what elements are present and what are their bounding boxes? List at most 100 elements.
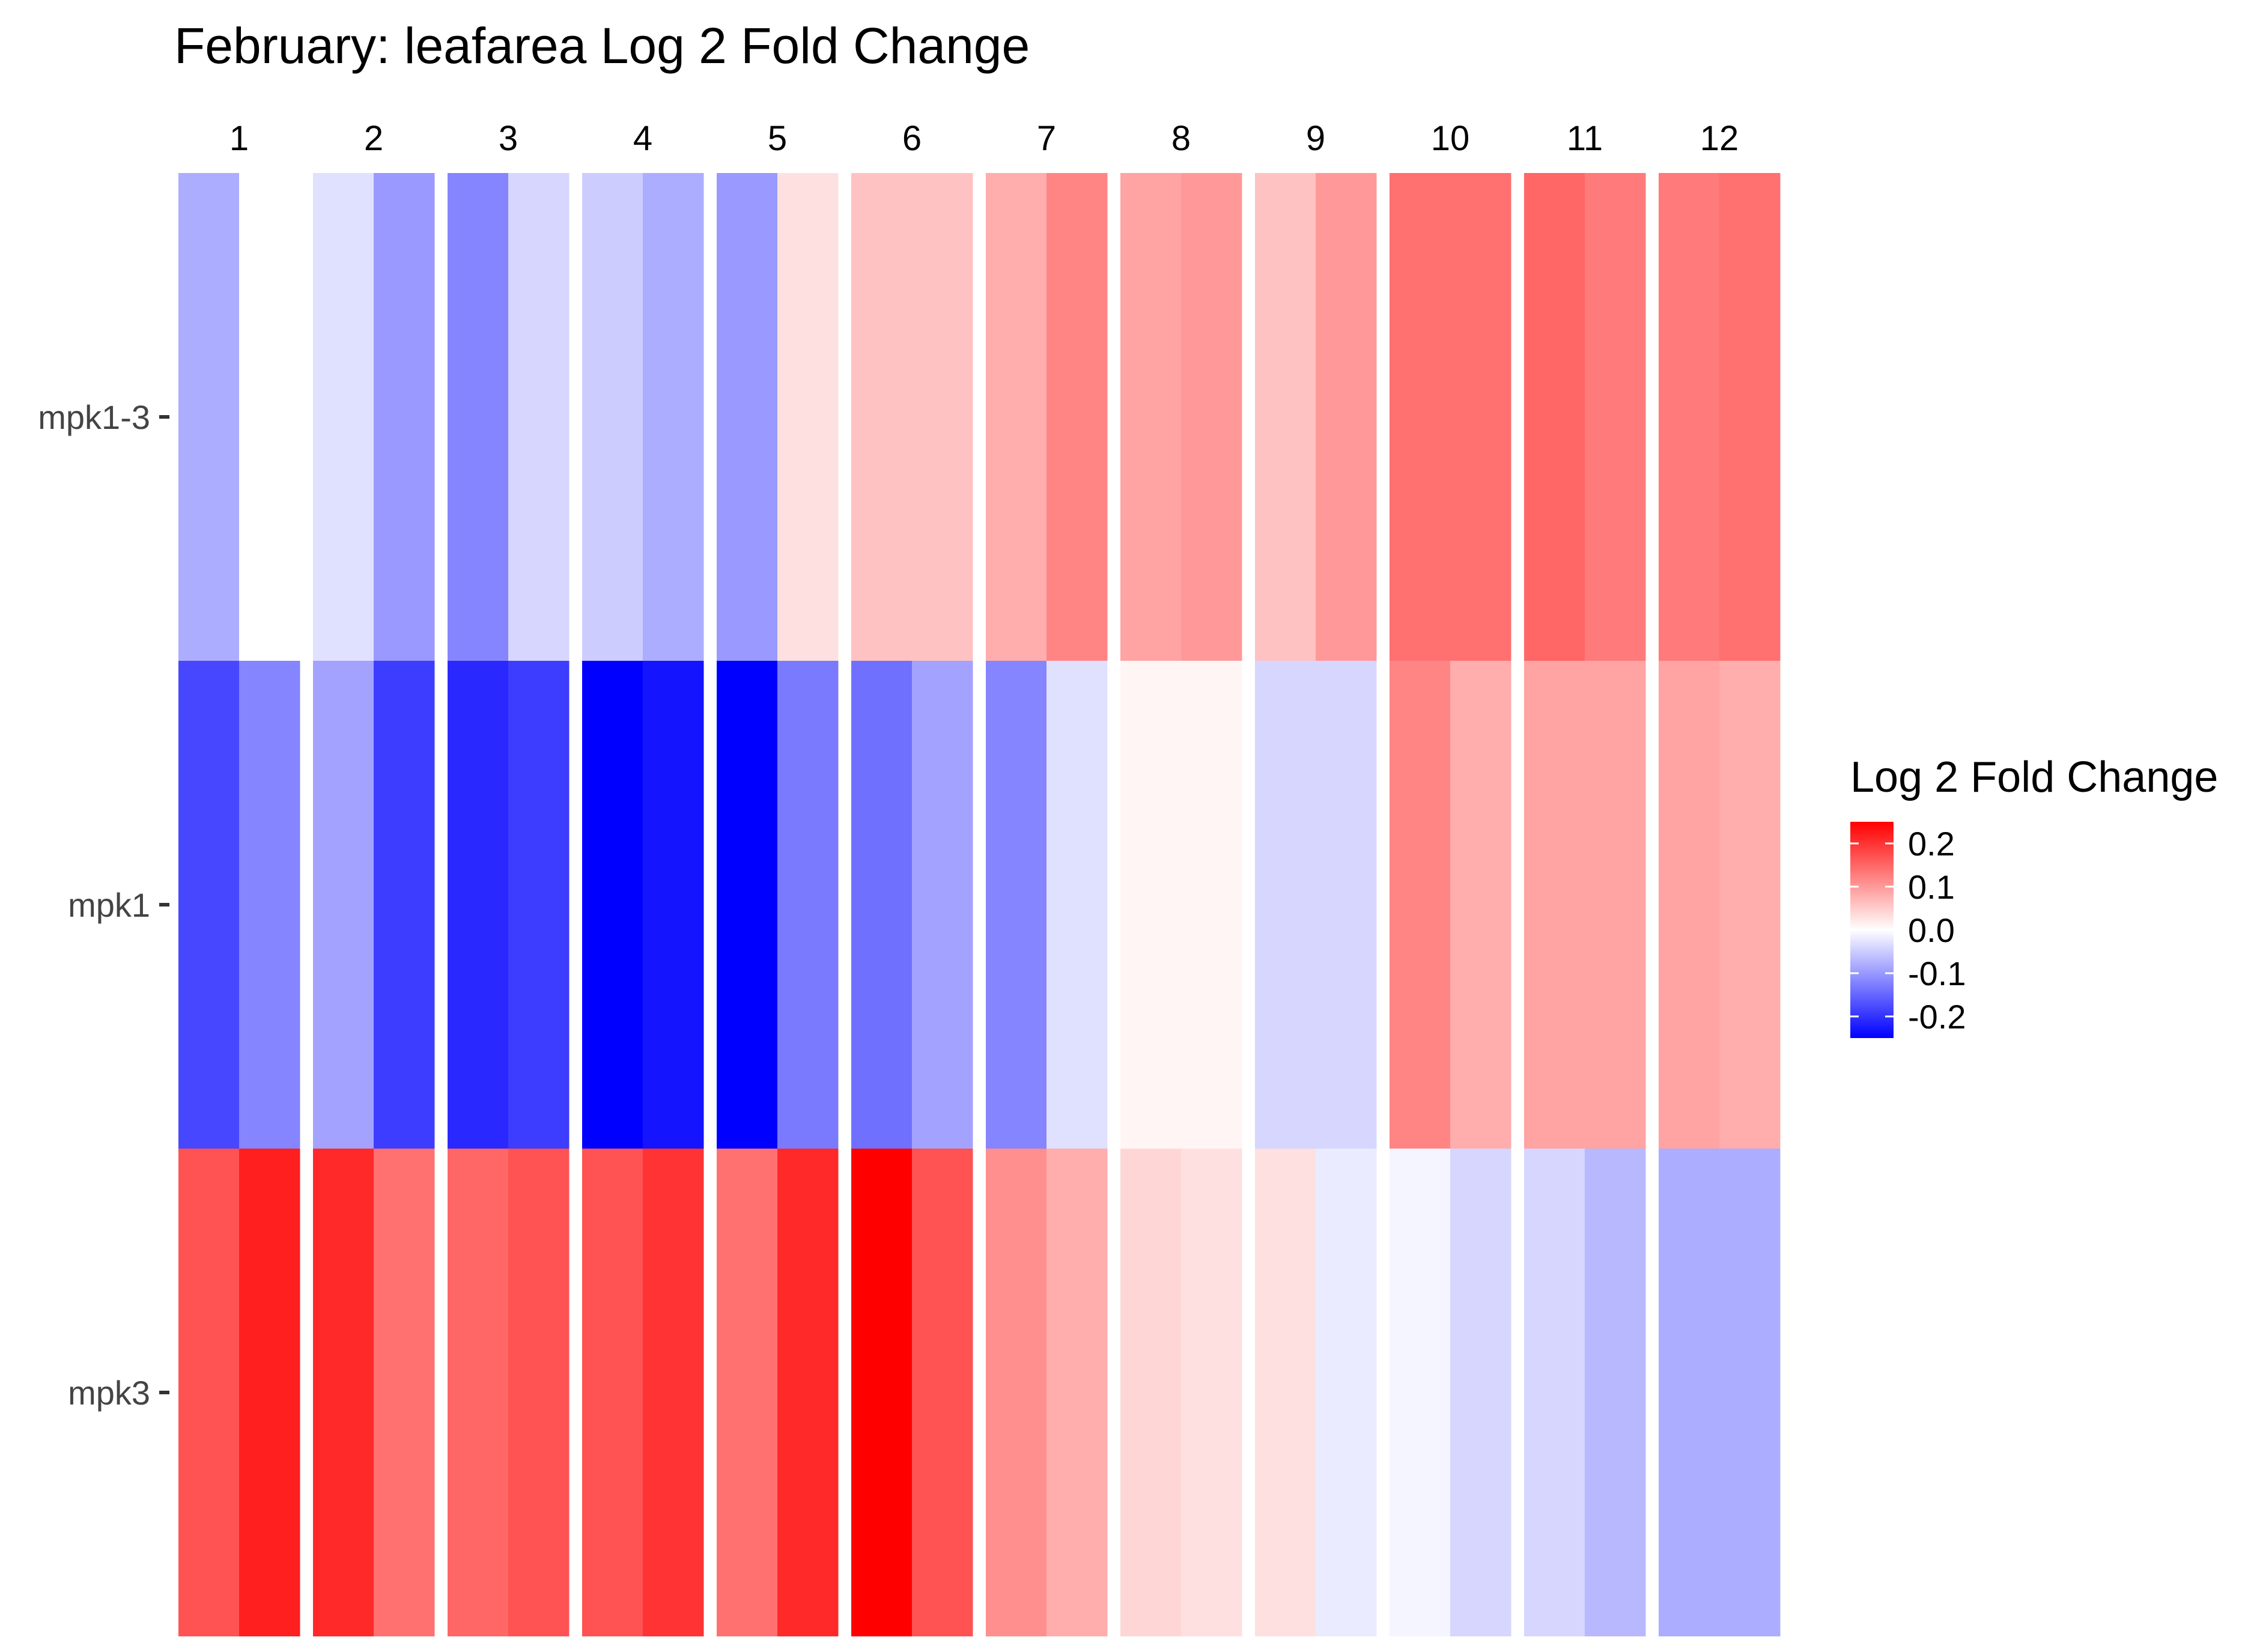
legend-tick-label: 0.0 [1908, 911, 1955, 949]
column-labels: 1 2 3 4 5 6 7 8 9 10 11 12 [229, 119, 1739, 158]
heatmap-cell [1255, 661, 1316, 1149]
heatmap-cell [508, 173, 570, 661]
heatmap-cell [448, 173, 509, 661]
heatmap-cell [1450, 173, 1511, 661]
heatmap-cell [582, 661, 643, 1149]
heatmap-cell [1120, 661, 1182, 1149]
heatmap-cell [851, 661, 913, 1149]
heatmap-cell [851, 1149, 913, 1636]
heatmap-cell [643, 661, 704, 1149]
heatmap-cell [717, 1149, 778, 1636]
heatmap-cell [1181, 173, 1242, 661]
heatmap-cell [1255, 173, 1316, 661]
heatmap-cell [717, 661, 778, 1149]
legend-tick-label: -0.1 [1908, 955, 1966, 992]
heatmap-cell [1450, 1149, 1511, 1636]
heatmap-cell [1046, 661, 1108, 1149]
heatmap-cell [178, 173, 240, 661]
legend-tick-label: 0.1 [1908, 868, 1955, 906]
column-label: 10 [1431, 119, 1470, 158]
legend-ticks: 0.2 0.1 0.0 -0.1 -0.2 [1850, 825, 1966, 1036]
column-label: 6 [902, 119, 922, 158]
heatmap-cell [717, 173, 778, 661]
heatmap-cell [1719, 173, 1781, 661]
heatmap-cell [1450, 661, 1511, 1149]
column-label: 11 [1567, 119, 1603, 158]
heatmap-cell [1046, 173, 1108, 661]
heatmap-cell [1316, 1149, 1377, 1636]
heatmap-cell [1659, 1149, 1720, 1636]
heatmap-cells [178, 173, 1781, 1636]
heatmap-cell [313, 661, 374, 1149]
heatmap-cell [508, 1149, 570, 1636]
heatmap-cell [313, 173, 374, 661]
row-label: mpk1-3 [38, 398, 150, 436]
heatmap-cell [1255, 1149, 1316, 1636]
column-label: 8 [1171, 119, 1191, 158]
column-label: 4 [633, 119, 652, 158]
heatmap-cell [912, 173, 973, 661]
heatmap-cell [1585, 1149, 1646, 1636]
heatmap-cell [448, 1149, 509, 1636]
legend-title: Log 2 Fold Change [1850, 753, 2218, 801]
heatmap-cell [643, 1149, 704, 1636]
heatmap-cell [1524, 1149, 1585, 1636]
heatmap-cell [374, 661, 435, 1149]
heatmap-cell [912, 1149, 973, 1636]
heatmap-cell [374, 1149, 435, 1636]
heatmap-cell [313, 1149, 374, 1636]
column-label: 5 [768, 119, 787, 158]
heatmap-cell [374, 173, 435, 661]
heatmap-cell [1524, 661, 1585, 1149]
heatmap-cell [239, 1149, 300, 1636]
heatmap-cell [448, 661, 509, 1149]
legend-tick-label: 0.2 [1908, 825, 1955, 863]
column-label: 2 [364, 119, 383, 158]
row-label: mpk3 [68, 1374, 150, 1412]
column-label: 9 [1306, 119, 1325, 158]
heatmap-cell [1585, 661, 1646, 1149]
heatmap-cell [1046, 1149, 1108, 1636]
heatmap-cell [582, 1149, 643, 1636]
heatmap-cell [1181, 661, 1242, 1149]
heatmap-cell [986, 173, 1047, 661]
heatmap-cell [178, 1149, 240, 1636]
column-label: 12 [1700, 119, 1739, 158]
heatmap-cell [777, 661, 839, 1149]
heatmap-cell [1181, 1149, 1242, 1636]
legend-tick-label: -0.2 [1908, 998, 1966, 1036]
column-label: 1 [229, 119, 249, 158]
heatmap-cell [1719, 1149, 1781, 1636]
row-label: mpk1 [68, 886, 150, 924]
heatmap-cell [986, 1149, 1047, 1636]
row-labels: mpk1-3 mpk1 mpk3 [38, 398, 169, 1412]
heatmap-cell [1316, 661, 1377, 1149]
heatmap-cell [777, 1149, 839, 1636]
column-label: 3 [499, 119, 518, 158]
heatmap-cell [1390, 1149, 1451, 1636]
heatmap-cell [508, 661, 570, 1149]
heatmap-cell [582, 173, 643, 661]
heatmap-cell [1120, 1149, 1182, 1636]
column-label: 7 [1037, 119, 1056, 158]
heatmap-cell [912, 661, 973, 1149]
heatmap-cell [178, 661, 240, 1149]
heatmap-cell [1390, 173, 1451, 661]
heatmap-cell [239, 173, 300, 661]
heatmap-cell [1120, 173, 1182, 661]
heatmap-cell [643, 173, 704, 661]
heatmap-cell [1659, 661, 1720, 1149]
chart-title: February: leafarea Log 2 Fold Change [174, 17, 1030, 74]
heatmap-cell [1585, 173, 1646, 661]
heatmap-cell [777, 173, 839, 661]
heatmap-cell [851, 173, 913, 661]
heatmap-cell [1719, 661, 1781, 1149]
heatmap-cell [1390, 661, 1451, 1149]
heatmap-cell [1524, 173, 1585, 661]
heatmap-cell [986, 661, 1047, 1149]
heatmap-cell [239, 661, 300, 1149]
heatmap-cell [1659, 173, 1720, 661]
legend: Log 2 Fold Change 0.2 0.1 0.0 -0.1 -0.2 [1850, 753, 2218, 1038]
heatmap-cell [1316, 173, 1377, 661]
